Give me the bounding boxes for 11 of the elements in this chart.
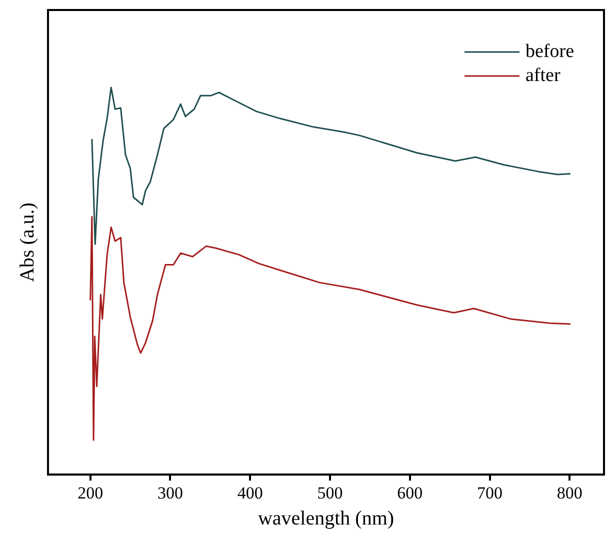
legend-label: before [525,40,574,62]
x-tick-label: 500 [317,483,343,502]
x-tick-label: 600 [397,483,423,502]
x-tick-label: 700 [477,483,503,502]
x-tick-label: 800 [556,483,582,502]
x-tick-label: 400 [237,483,263,502]
x-tick-label: 200 [78,483,104,502]
x-tick-label: 300 [157,483,183,502]
legend-label: after [525,64,561,86]
x-axis-title: wavelength (nm) [258,507,394,530]
y-axis-title: Abs (a.u.) [16,202,38,282]
